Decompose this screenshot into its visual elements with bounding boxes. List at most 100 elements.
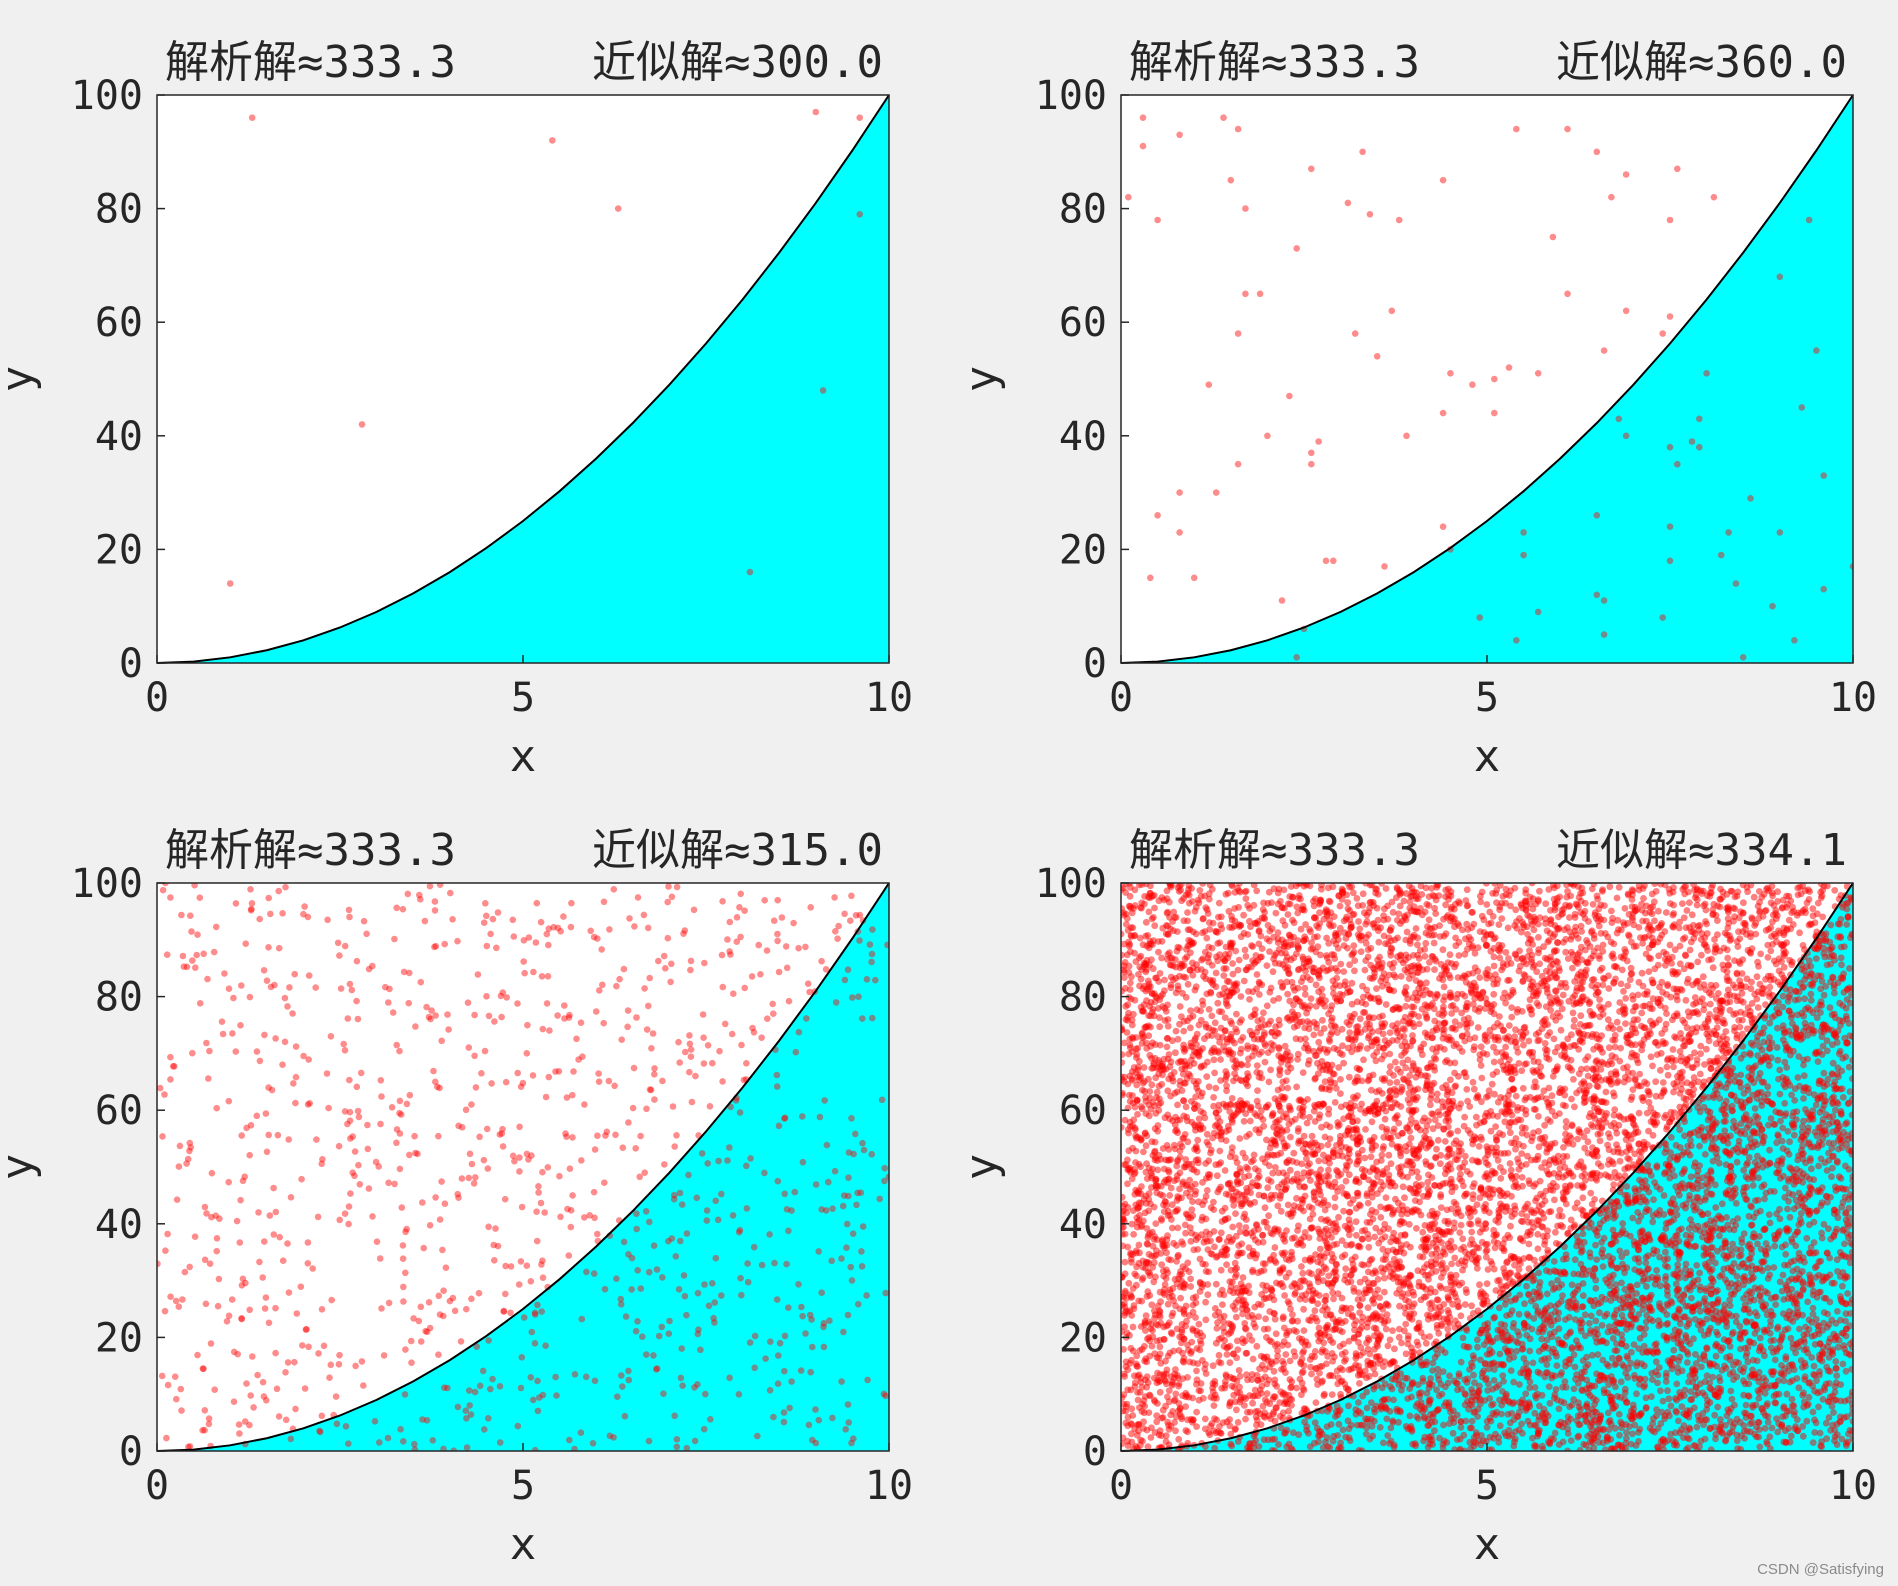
scatter-point	[313, 1136, 320, 1143]
scatter-point	[248, 905, 255, 913]
scatter-point	[661, 1161, 668, 1168]
scatter-point	[570, 1068, 577, 1075]
scatter-point	[1253, 887, 1261, 895]
scatter-point	[179, 952, 187, 960]
scatter-point	[671, 1143, 678, 1150]
scatter-point	[316, 1427, 323, 1435]
scatter-point	[1217, 913, 1225, 921]
scatter-point	[724, 1157, 731, 1164]
scatter-point	[1174, 1035, 1182, 1043]
scatter-point	[1133, 1431, 1141, 1439]
scatter-point	[1648, 1393, 1655, 1400]
scatter-point	[1670, 1346, 1678, 1354]
scatter-point	[1579, 1280, 1587, 1287]
scatter-point	[863, 976, 871, 983]
scatter-point	[232, 1048, 240, 1055]
scatter-point	[301, 1385, 309, 1392]
scatter-point	[842, 1426, 849, 1433]
scatter-point	[1388, 307, 1396, 315]
scatter-point	[1468, 1417, 1476, 1425]
scatter-point	[798, 1303, 805, 1311]
scatter-point	[1488, 1080, 1496, 1088]
scatter-point	[206, 1047, 213, 1055]
scatter-point	[346, 913, 353, 921]
scatter-point	[449, 1294, 457, 1302]
scatter-point	[553, 1392, 560, 1399]
scatter-point	[1342, 1177, 1350, 1185]
scatter-point	[203, 1210, 210, 1217]
scatter-point	[1849, 1182, 1853, 1190]
scatter-point	[196, 1000, 204, 1007]
scatter-point	[1364, 1304, 1372, 1312]
scatter-point	[389, 1009, 397, 1016]
scatter-point	[620, 965, 628, 973]
scatter-point	[1474, 1024, 1482, 1031]
scatter-point	[691, 1437, 699, 1445]
scatter-point	[556, 1172, 563, 1180]
scatter-point	[1554, 1277, 1561, 1284]
scatter-point	[393, 1126, 401, 1133]
scatter-point	[265, 894, 273, 902]
scatter-point	[514, 1000, 521, 1007]
scatter-point	[500, 1307, 508, 1315]
scatter-point	[703, 1217, 711, 1224]
scatter-point	[1733, 1437, 1741, 1445]
scatter-point	[1196, 1255, 1204, 1263]
scatter-point	[1484, 1266, 1492, 1273]
scatter-point	[664, 898, 671, 906]
scatter-point	[1177, 1294, 1184, 1302]
y-tick-label: 0	[119, 641, 143, 687]
scatter-point	[1151, 922, 1159, 930]
curve-line	[1120, 94, 1854, 664]
scatter-point	[472, 1174, 479, 1181]
x-tick-label: 10	[865, 675, 913, 721]
y-tick-label: 0	[1083, 641, 1107, 687]
scatter-point	[812, 1406, 819, 1413]
scatter-point	[520, 958, 527, 965]
scatter-point	[1751, 922, 1758, 929]
scatter-point	[435, 1351, 442, 1358]
scatter-point	[1653, 1162, 1661, 1170]
scatter-point	[327, 1033, 335, 1040]
scatter-point	[1136, 934, 1144, 942]
scatter-point	[501, 1195, 509, 1203]
scatter-point	[391, 935, 398, 943]
scatter-point	[1476, 614, 1483, 621]
scatter-point	[618, 1372, 625, 1379]
scatter-point	[628, 1286, 635, 1293]
y-tick-label: 60	[1059, 300, 1107, 346]
scatter-point	[678, 1201, 686, 1208]
scatter-point	[1265, 1212, 1272, 1220]
scatter-point	[639, 1333, 646, 1340]
scatter-point	[494, 1242, 502, 1250]
scatter-point	[774, 930, 781, 938]
scatter-point	[869, 926, 876, 933]
x-tick-label: 10	[1829, 675, 1877, 721]
scatter-point	[1187, 1275, 1194, 1283]
scatter-point	[1531, 1384, 1539, 1391]
scatter-point	[1462, 935, 1469, 943]
scatter-point	[596, 987, 603, 994]
scatter-point	[709, 1059, 716, 1067]
scatter-point	[475, 1289, 483, 1297]
scatter-point	[256, 1057, 264, 1065]
scatter-point	[1832, 1358, 1840, 1365]
y-tick-label: 80	[1059, 187, 1107, 233]
scatter-point	[357, 1069, 365, 1077]
scatter-point	[1133, 1263, 1140, 1271]
scatter-point	[1133, 1281, 1140, 1289]
scatter-point	[290, 1080, 297, 1087]
scatter-point	[201, 1407, 209, 1414]
scatter-point	[1615, 883, 1623, 891]
scatter-point	[1246, 1117, 1254, 1125]
scatter-point	[1403, 432, 1410, 440]
scatter-point	[683, 1311, 690, 1319]
scatter-point	[1679, 1298, 1687, 1305]
scatter-point	[668, 1235, 676, 1242]
scatter-point	[769, 1000, 776, 1008]
scatter-point	[554, 924, 562, 932]
scatter-point	[640, 911, 648, 919]
scatter-point	[1634, 991, 1642, 999]
